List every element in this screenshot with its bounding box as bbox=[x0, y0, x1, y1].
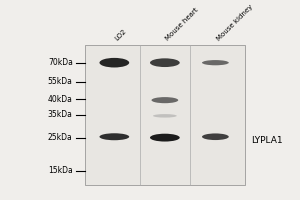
Text: 55kDa: 55kDa bbox=[48, 77, 73, 86]
Text: 25kDa: 25kDa bbox=[48, 133, 73, 142]
Text: Mouse heart: Mouse heart bbox=[165, 7, 200, 42]
Text: 40kDa: 40kDa bbox=[48, 95, 73, 104]
Ellipse shape bbox=[152, 97, 178, 103]
Ellipse shape bbox=[150, 134, 180, 142]
Ellipse shape bbox=[150, 58, 180, 67]
Text: 70kDa: 70kDa bbox=[48, 58, 73, 67]
Ellipse shape bbox=[100, 58, 129, 67]
Text: 35kDa: 35kDa bbox=[48, 110, 73, 119]
Ellipse shape bbox=[100, 133, 129, 140]
Text: 15kDa: 15kDa bbox=[48, 166, 73, 175]
Text: LO2: LO2 bbox=[114, 28, 128, 42]
Text: LYPLA1: LYPLA1 bbox=[251, 136, 283, 145]
Ellipse shape bbox=[153, 114, 177, 118]
Ellipse shape bbox=[202, 60, 229, 65]
Text: Mouse kidney: Mouse kidney bbox=[215, 3, 254, 42]
Bar bbox=[85, 45, 245, 185]
Ellipse shape bbox=[202, 133, 229, 140]
